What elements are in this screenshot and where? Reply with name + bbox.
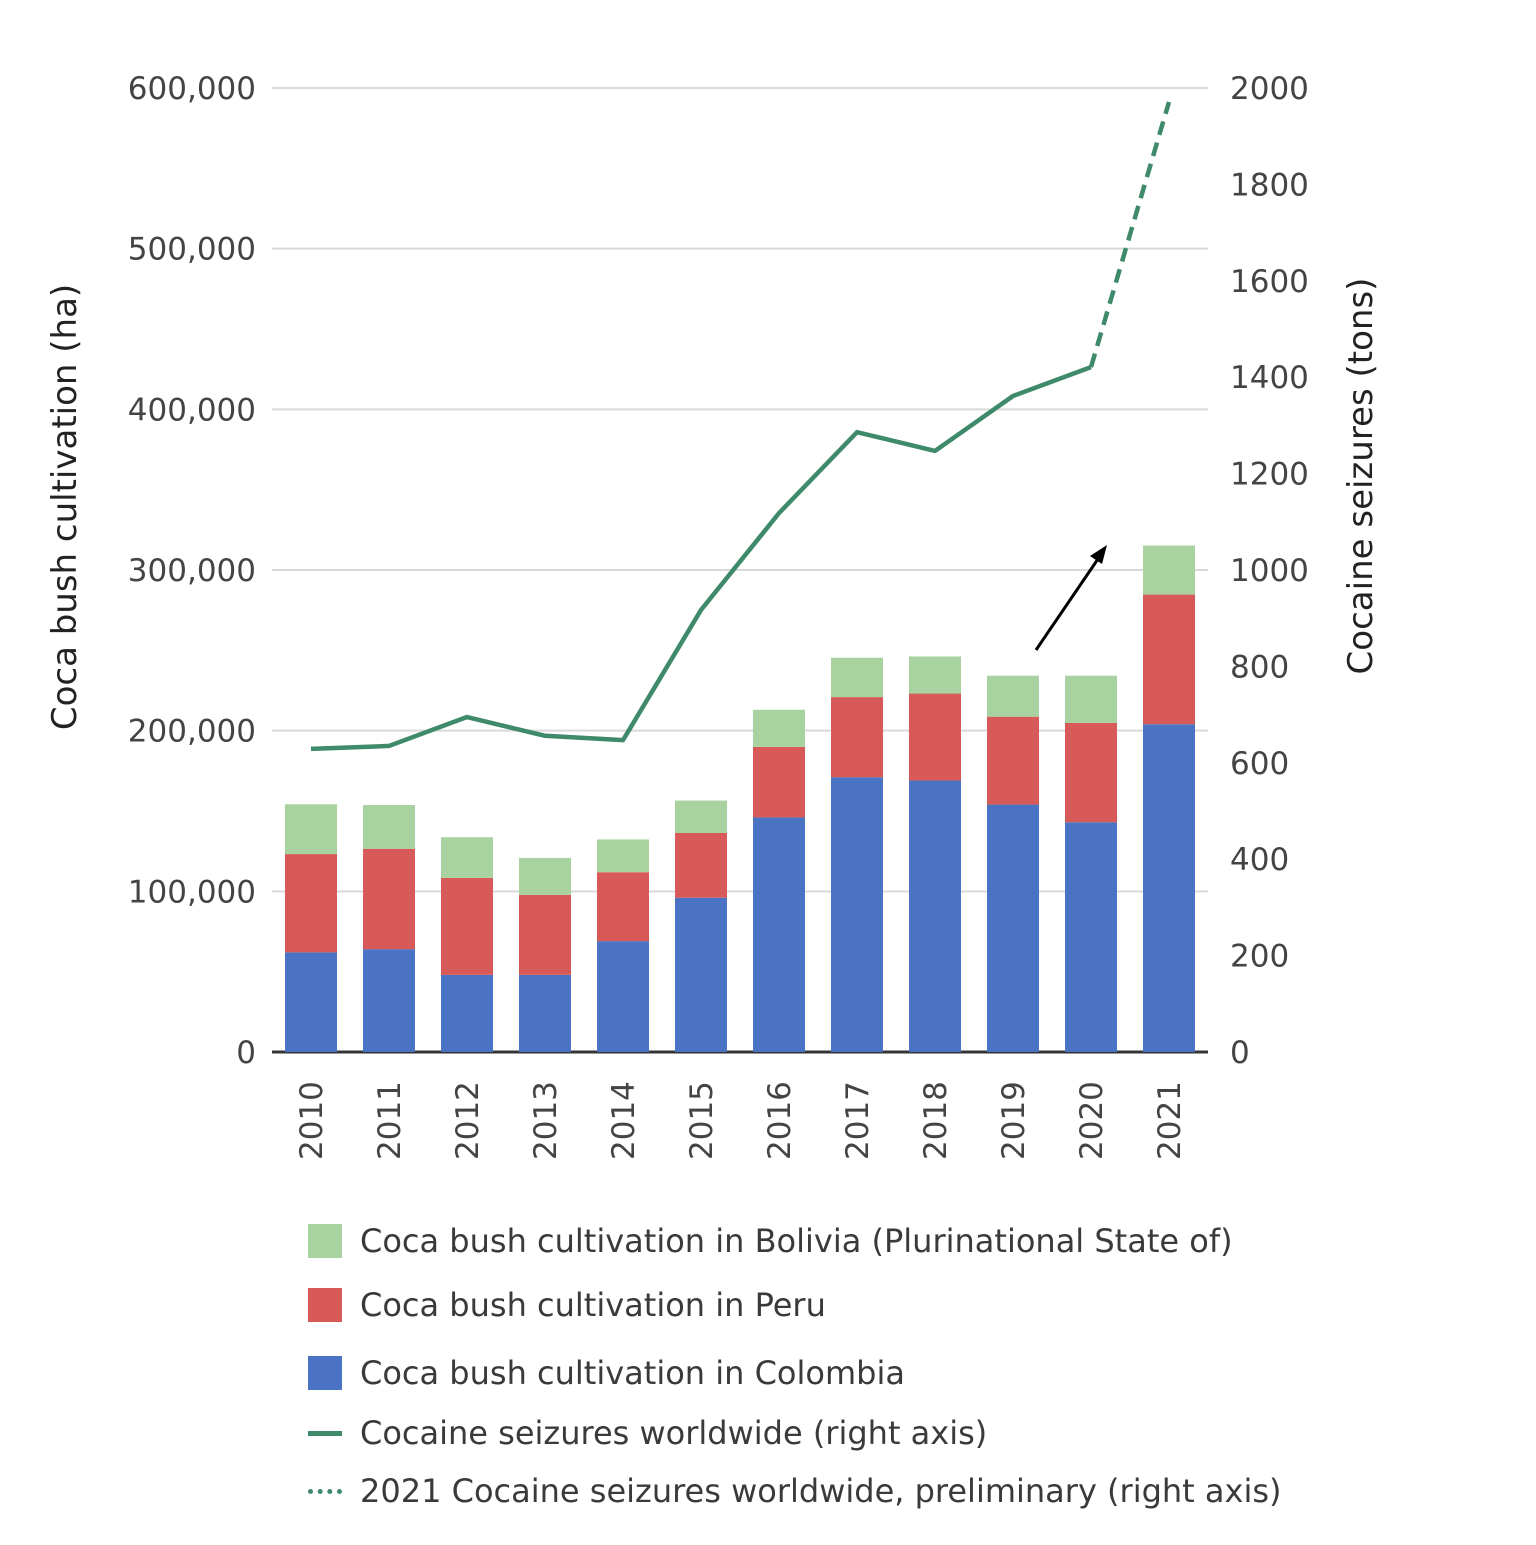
bar-segment [753,746,805,818]
x-tick-label: 2017 [840,1081,876,1160]
bar-segment [285,804,337,855]
legend-swatch [308,1356,342,1390]
bar-segment [675,833,727,898]
bar-segment [831,697,883,778]
x-tick-label: 2010 [294,1081,330,1160]
seizures-line [310,364,1092,752]
bar-segment [1065,675,1117,723]
y-tick-label-left: 200,000 [128,714,256,750]
bar-segment [1065,822,1117,1052]
y-axis-title-left: Coca bush cultivation (ha) [45,284,85,730]
bar-segment [831,657,883,698]
y-tick-label-right: 1600 [1230,264,1309,300]
y-tick-label-right: 1400 [1230,360,1309,396]
bar-segment [753,817,805,1052]
y-tick-label-right: 1200 [1230,457,1309,493]
legend-item-colombia: Coca bush cultivation in Colombia [308,1354,905,1392]
bar-segment [597,839,649,873]
x-tick-label: 2014 [606,1081,642,1160]
bar-segment [363,805,415,849]
bar-segment [519,857,571,895]
legend-swatch [308,1488,342,1494]
legend-swatch [308,1430,342,1436]
legend-swatch [308,1288,342,1322]
y-axis-title-right: Cocaine seizures (tons) [1341,278,1381,675]
bars [285,545,1195,1052]
x-tick-label: 2012 [450,1081,486,1160]
x-tick-label: 2015 [684,1081,720,1160]
bar-segment [909,780,961,1052]
seizure-lines [310,101,1172,752]
tick-labels: 0 100,000 200,000 300,000 400,000 500,000 600,… [128,71,1309,1160]
annotation-arrow [1034,545,1107,651]
bar-segment [831,777,883,1052]
bar-segment [987,804,1039,1052]
bar-segment [285,952,337,1052]
legend-label: Cocaine seizures worldwide (right axis) [360,1414,988,1452]
y-tick-label-left: 100,000 [128,874,256,910]
y-tick-label-right: 1800 [1230,167,1309,203]
bar-segment [909,656,961,694]
bar-segment [1065,722,1117,823]
y-tick-label-right: 800 [1230,649,1289,685]
bar-segment [987,675,1039,717]
legend-item-bolivia: Coca bush cultivation in Bolivia (Plurin… [308,1222,1233,1260]
bar-segment [519,974,571,1052]
bar-segment [519,894,571,975]
bar-segment [675,800,727,834]
y-tick-label-left: 600,000 [128,71,256,107]
y-tick-label-right: 0 [1230,1035,1250,1071]
bar-segment [363,848,415,950]
bar-segment [753,709,805,747]
bar-segment [441,837,493,878]
legend-swatch [308,1224,342,1258]
bar-segment [285,854,337,953]
bar-segment [1143,594,1195,725]
y-tick-label-right: 2000 [1230,71,1309,107]
x-tick-label: 2020 [1074,1081,1110,1160]
y-tick-label-right: 200 [1230,939,1289,975]
bar-segment [597,941,649,1052]
bar-segment [1143,724,1195,1052]
x-tick-label: 2011 [372,1081,408,1160]
bar-segment [363,949,415,1052]
y-tick-label-right: 1000 [1230,553,1309,589]
bar-segment [987,716,1039,805]
y-tick-label-right: 400 [1230,842,1289,878]
legend-label: 2021 Cocaine seizures worldwide, prelimi… [360,1472,1282,1510]
y-tick-label-left: 400,000 [128,392,256,428]
y-tick-label-left: 300,000 [128,553,256,589]
y-tick-label-right: 600 [1230,746,1289,782]
bar-segment [441,877,493,975]
bar-segment [597,872,649,942]
legend-label: Coca bush cultivation in Colombia [360,1354,905,1392]
legend-item-peru: Coca bush cultivation in Peru [308,1286,826,1324]
seizures-preliminary-line [1088,101,1172,368]
x-tick-label: 2018 [918,1081,954,1160]
bar-segment [675,897,727,1052]
x-tick-label: 2019 [996,1081,1032,1160]
legend-label: Coca bush cultivation in Peru [360,1286,826,1324]
legend-item-seizures-preliminary: 2021 Cocaine seizures worldwide, prelimi… [308,1472,1281,1510]
bar-segment [1143,545,1195,595]
x-tick-label: 2021 [1152,1081,1188,1160]
x-tick-label: 2016 [762,1081,798,1160]
x-tick-label: 2013 [528,1081,564,1160]
legend-label: Coca bush cultivation in Bolivia (Plurin… [360,1222,1233,1260]
y-tick-label-left: 0 [236,1035,256,1071]
bar-segment [441,974,493,1052]
y-tick-label-left: 500,000 [128,232,256,268]
bar-segment [909,693,961,781]
legend-item-seizures: Cocaine seizures worldwide (right axis) [308,1414,987,1452]
